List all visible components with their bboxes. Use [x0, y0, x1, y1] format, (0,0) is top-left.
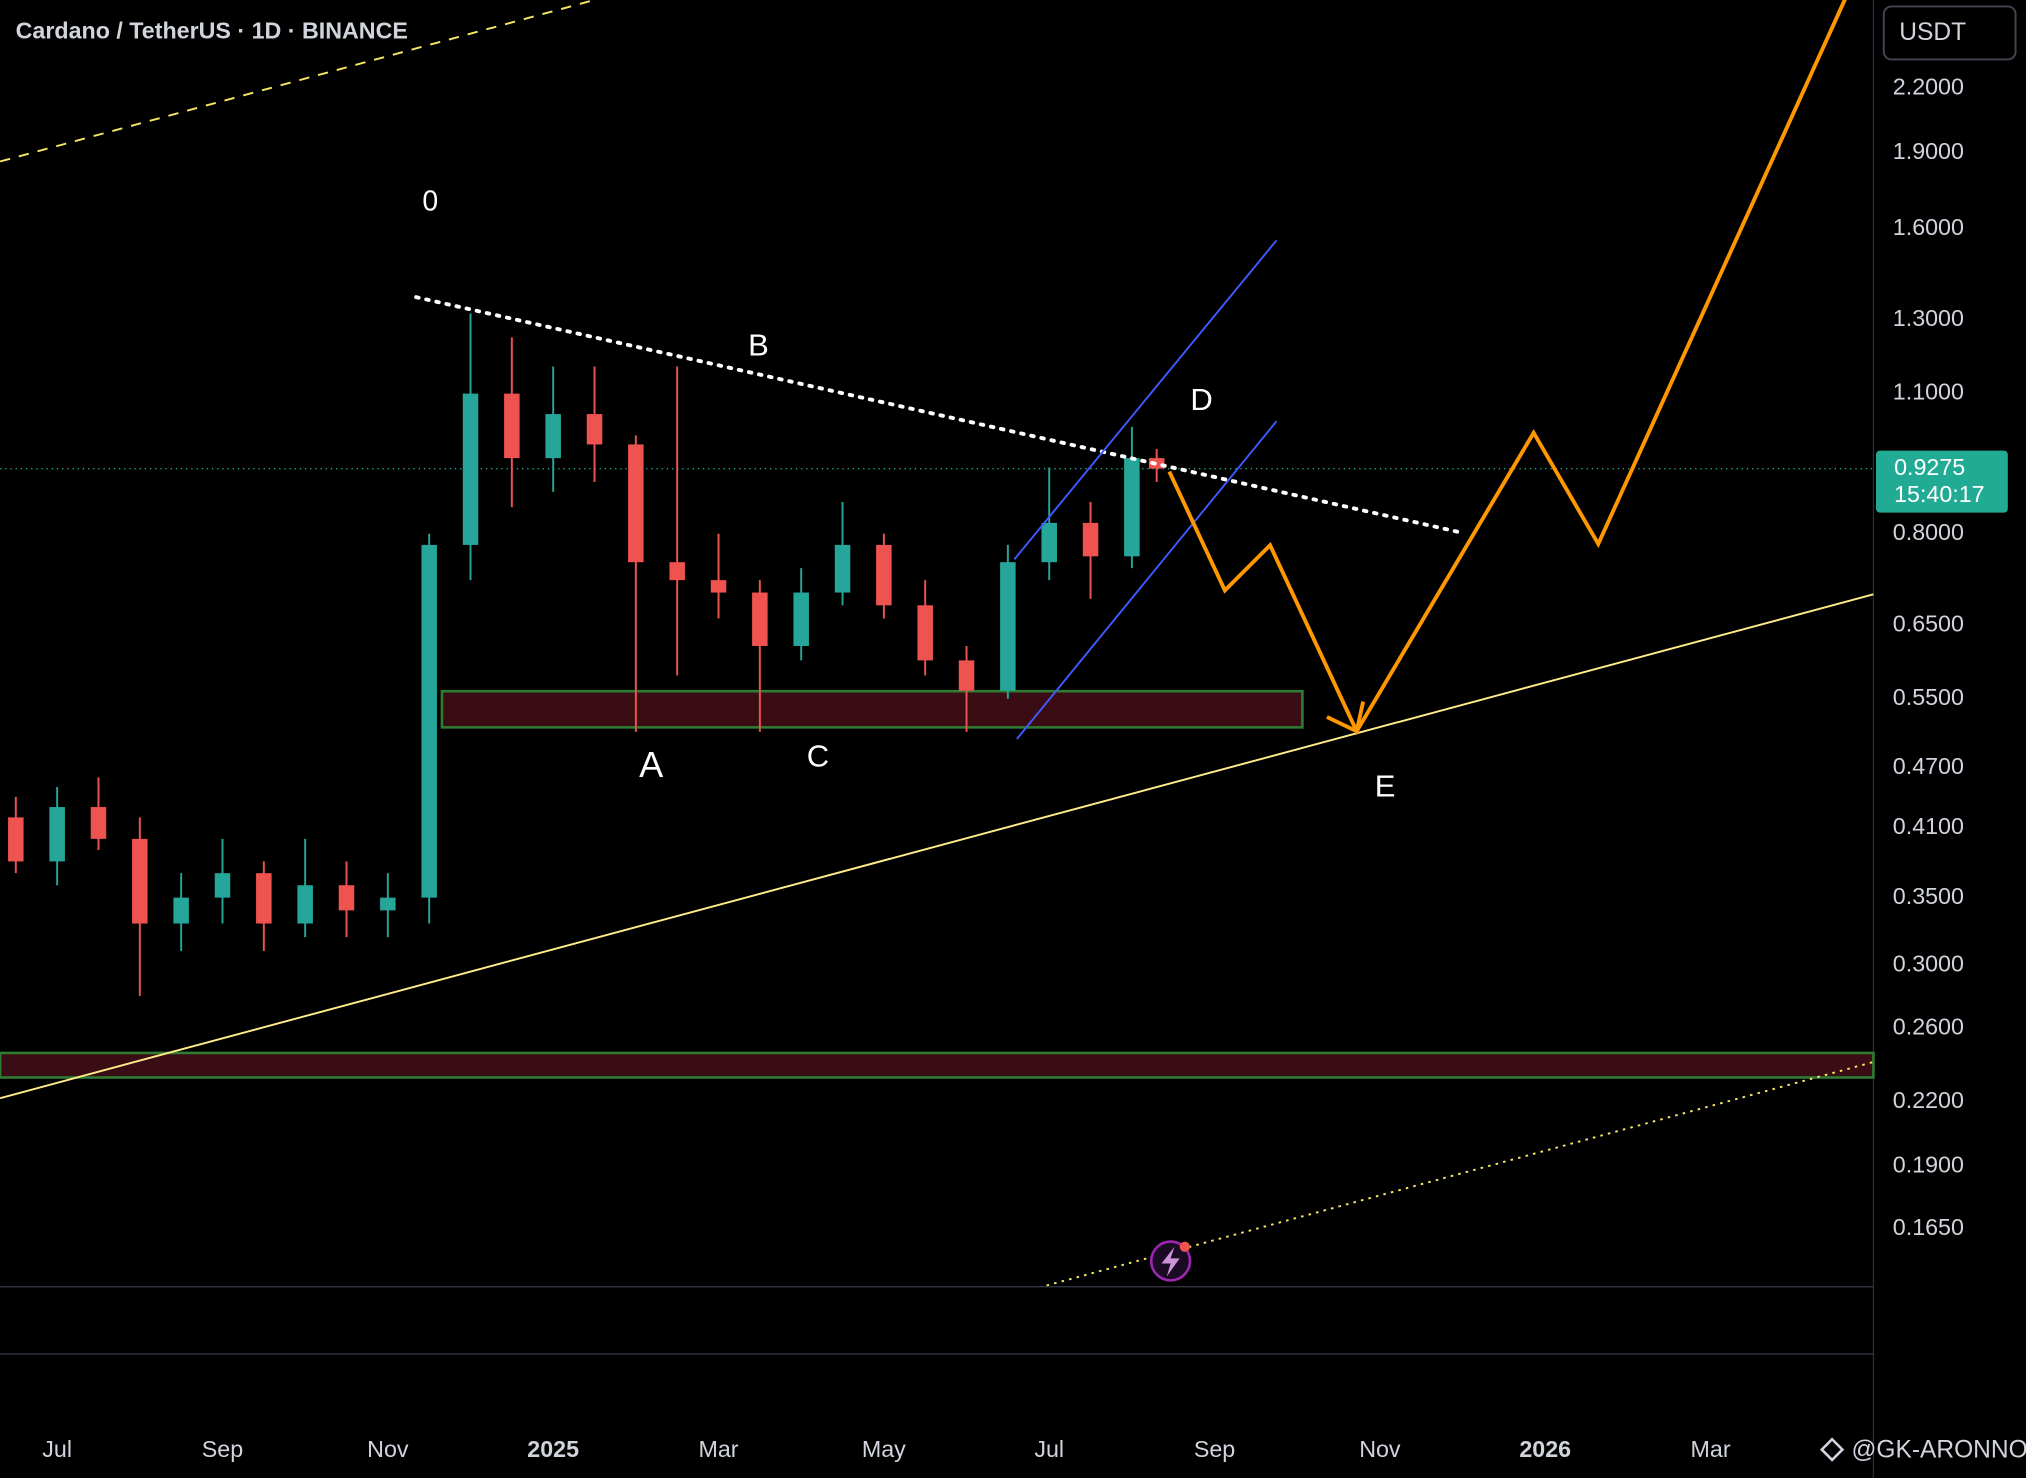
y-tick-label: 0.1900	[1893, 1152, 1964, 1178]
last-price-badge	[1876, 450, 2008, 513]
x-tick-label: Jul	[42, 1436, 72, 1462]
candle-body	[421, 544, 437, 898]
y-tick-label: 0.6500	[1893, 610, 1964, 636]
projection-arrowhead	[1326, 701, 1366, 735]
x-tick-label: Jul	[1034, 1436, 1064, 1462]
x-tick-label: Mar	[1691, 1436, 1731, 1462]
candle-body	[710, 580, 727, 593]
x-tick-label: Sep	[202, 1436, 243, 1462]
alert-icon-bolt	[1161, 1246, 1180, 1277]
dotted-trendline	[1046, 1061, 1874, 1287]
candle-body	[1124, 458, 1140, 557]
last-price-label: 0.9275	[1894, 454, 1965, 480]
candle-body	[462, 393, 479, 545]
y-tick-label: 1.1000	[1893, 379, 1964, 405]
candle-body	[380, 897, 396, 911]
wave-label: B	[748, 328, 769, 363]
wave-label: D	[1190, 382, 1212, 417]
y-tick-label: 0.1650	[1893, 1214, 1964, 1240]
y-tick-label: 0.3500	[1893, 883, 1964, 909]
currency-label: USDT	[1899, 19, 1966, 46]
demand-zone	[440, 689, 1304, 729]
x-tick-label: Nov	[1359, 1436, 1401, 1462]
watermark: @GK-ARONNO	[1851, 1436, 2026, 1463]
x-tick-label: Nov	[367, 1436, 409, 1462]
wave-label: E	[1375, 768, 1396, 803]
candle-body	[586, 414, 603, 445]
candle-body	[90, 807, 107, 839]
x-tick-label: 2026	[1519, 1436, 1571, 1462]
candle-body	[8, 817, 24, 862]
y-tick-label: 0.4100	[1893, 813, 1964, 839]
x-tick-label: Mar	[698, 1436, 738, 1462]
candle-body	[793, 592, 809, 646]
y-tick-label: 1.9000	[1893, 138, 1964, 164]
y-tick-label: 0.3000	[1893, 951, 1964, 977]
wave-label: 0	[422, 185, 438, 217]
candle-body	[214, 873, 231, 898]
alert-dot	[1179, 1241, 1190, 1252]
resistance-line	[414, 295, 1462, 535]
candle-body	[49, 807, 65, 862]
y-tick-label: 1.6000	[1893, 214, 1964, 240]
candle-body	[173, 897, 189, 924]
countdown-label: 15:40:17	[1894, 481, 1985, 507]
x-tick-label: 2025	[527, 1436, 579, 1462]
candle-body	[1041, 522, 1057, 563]
y-tick-label: 0.2600	[1893, 1014, 1964, 1040]
support-zone	[0, 1051, 1875, 1079]
candle-body	[545, 414, 561, 459]
y-tick-label: 0.8000	[1893, 519, 1964, 545]
y-tick-label: 1.3000	[1893, 305, 1964, 331]
y-tick-label: 0.2200	[1893, 1087, 1964, 1113]
trendline	[0, 593, 1874, 1100]
candle-body	[1000, 562, 1016, 691]
candle-body	[958, 660, 975, 691]
candle-body	[338, 885, 355, 911]
candle-body	[256, 873, 272, 924]
y-tick-label: 0.4700	[1893, 753, 1964, 779]
candle-body	[876, 544, 892, 606]
wave-label: A	[639, 744, 664, 785]
watermark-logo	[1819, 1437, 1845, 1462]
channel-line	[1013, 239, 1278, 561]
chart-title: Cardano / TetherUS · 1D · BINANCE	[16, 17, 408, 43]
candle-body	[1148, 458, 1165, 469]
channel-line	[1016, 420, 1278, 740]
candle-body	[504, 393, 520, 459]
candle-body	[297, 885, 313, 924]
candle-body	[1082, 522, 1099, 557]
dashed-trendline	[0, 0, 595, 163]
candle-body	[752, 592, 768, 646]
candle-body	[917, 605, 933, 661]
candle-body	[669, 562, 685, 581]
y-tick-label: 0.5500	[1893, 684, 1964, 710]
candle-body	[834, 544, 851, 593]
x-tick-label: May	[862, 1436, 906, 1462]
candle-body	[132, 838, 148, 924]
candle-body	[628, 444, 644, 563]
x-tick-label: Sep	[1194, 1436, 1235, 1462]
y-tick-label: 2.2000	[1893, 74, 1964, 100]
wave-label: C	[807, 739, 829, 774]
currency-button	[1882, 5, 2017, 61]
